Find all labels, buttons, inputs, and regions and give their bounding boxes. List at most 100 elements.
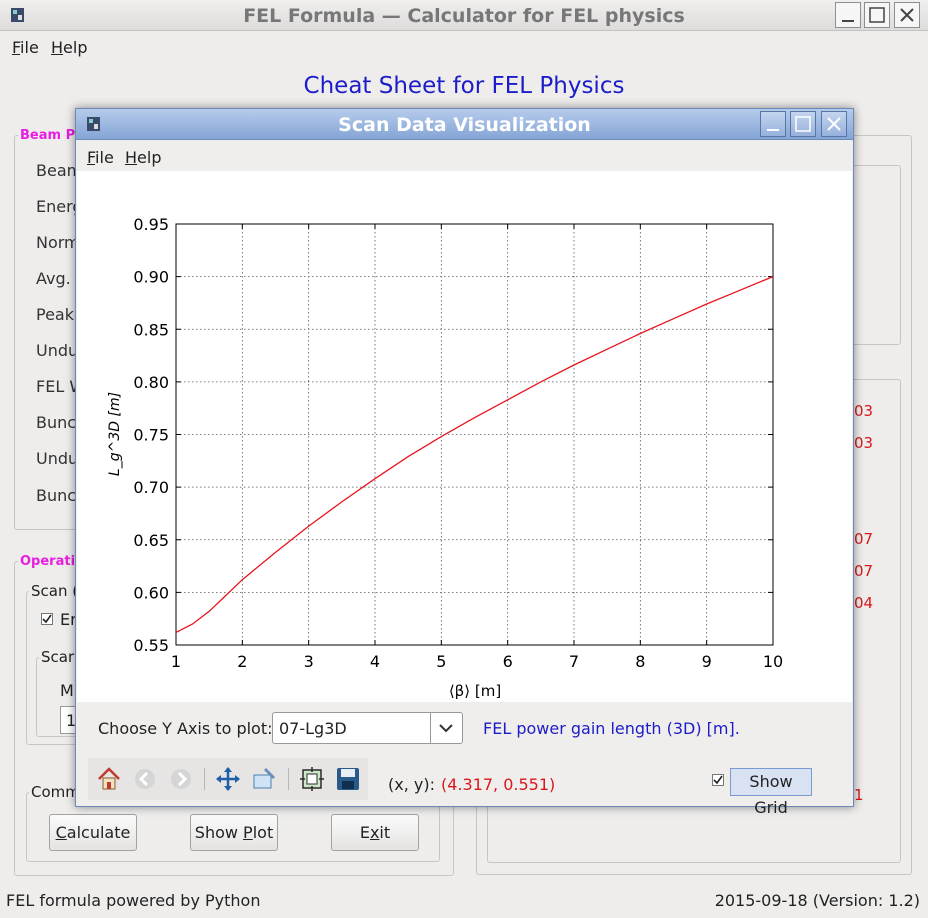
x-tick-label: 3 — [304, 652, 314, 671]
y-tick-label: 0.80 — [133, 373, 169, 392]
dialog-maximize-button[interactable] — [790, 111, 816, 137]
plot-controls: Choose Y Axis to plot: 07-Lg3D FEL power… — [76, 702, 853, 817]
y-tick-label: 0.75 — [133, 426, 169, 445]
calculate-button[interactable]: Calculate — [49, 814, 137, 851]
window-title: FEL Formula — Calculator for FEL physics — [243, 5, 685, 27]
chevron-down-icon[interactable] — [430, 713, 462, 743]
y-tick-label: 0.55 — [133, 636, 169, 655]
exit-button[interactable]: Exit — [331, 814, 419, 851]
m-label: M — [60, 681, 74, 700]
param-label: FEL W — [36, 377, 86, 396]
minimize-icon — [767, 129, 779, 131]
scan-sub-title: Scar — [39, 648, 77, 666]
close-button[interactable] — [894, 2, 920, 28]
x-tick-label: 9 — [702, 652, 712, 671]
zoom-rect-icon[interactable] — [251, 766, 277, 792]
menu-help[interactable]: Help — [51, 38, 88, 57]
param-label: Peak — [36, 305, 74, 324]
result-value: 04 — [854, 594, 874, 612]
minimize-button[interactable] — [835, 2, 861, 28]
status-left: FEL formula powered by Python — [6, 891, 261, 910]
menu-file[interactable]: File — [12, 38, 39, 57]
param-label: Bunc — [36, 413, 77, 432]
result-value: 07 — [854, 562, 874, 580]
x-tick-label: 10 — [763, 652, 783, 671]
pan-icon[interactable] — [215, 766, 241, 792]
param-label: Beam — [36, 161, 83, 180]
toolbar-separator — [204, 768, 205, 790]
result-value: 07 — [854, 530, 874, 548]
x-axis-label: ⟨β⟩ [m] — [449, 682, 501, 700]
dialog-titlebar[interactable]: Scan Data Visualization — [76, 109, 853, 140]
dialog-minimize-button[interactable] — [760, 111, 786, 137]
toolbar-separator — [288, 768, 289, 790]
axis-ticks: 1 2 3 4 5 6 7 8 9 10 0.55 0.60 0.65 0.70 0.75 0.80 0.85 0… — [133, 215, 783, 671]
maximize-icon — [869, 7, 885, 23]
enable-scan-checkbox[interactable] — [41, 613, 53, 625]
show-plot-button[interactable]: Show Plot — [190, 814, 278, 851]
y-tick-label: 0.60 — [133, 583, 169, 602]
forward-icon[interactable] — [168, 766, 194, 792]
main-titlebar[interactable]: FEL Formula — Calculator for FEL physics — [0, 0, 928, 31]
operation-group-title: Operatio — [18, 554, 86, 569]
minimize-icon — [842, 20, 854, 22]
back-icon[interactable] — [132, 766, 158, 792]
param-label: Undu — [36, 341, 79, 360]
choose-y-axis-label: Choose Y Axis to plot: — [98, 719, 273, 738]
plot-toolbar — [88, 758, 368, 800]
maximize-icon — [795, 116, 811, 132]
series-line-lg3d — [175, 275, 774, 633]
app-icon — [11, 8, 24, 22]
x-tick-label: 5 — [436, 652, 446, 671]
param-label: Bunc — [36, 486, 77, 505]
y-tick-label: 0.65 — [133, 531, 169, 550]
m-input-value: 1 — [66, 711, 77, 730]
beam-group-title: Beam Pa — [18, 128, 86, 143]
y-tick-label: 0.85 — [133, 320, 169, 339]
close-icon — [900, 8, 914, 22]
param-label: Norm — [36, 233, 80, 252]
cursor-xy-value: (4.317, 0.551) — [441, 775, 556, 794]
y-tick-label: 0.95 — [133, 215, 169, 234]
show-grid-toggle[interactable]: Show Grid — [730, 768, 812, 817]
y-axis-description: FEL power gain length (3D) [m]. — [483, 719, 740, 738]
param-label: Undu — [36, 449, 79, 468]
plot-canvas[interactable]: 1 2 3 4 5 6 7 8 9 10 0.55 0.60 0.65 0.70 0.75 0.80 0.85 0… — [77, 171, 852, 702]
grid-lines — [176, 224, 773, 645]
result-value: 1 — [854, 786, 864, 804]
y-axis-label: L_g^3D [m] — [107, 392, 123, 476]
app-icon — [87, 117, 100, 131]
home-icon[interactable] — [96, 766, 122, 792]
param-label: Avg. — [36, 269, 71, 288]
checkmark-icon — [713, 775, 723, 785]
y-axis-select-value: 07-Lg3D — [279, 719, 347, 738]
dialog-menubar: File Help — [76, 141, 853, 171]
scan-group-title: Scan ( — [29, 582, 81, 600]
result-value: 03 — [854, 434, 874, 452]
y-tick-label: 0.90 — [133, 268, 169, 287]
enable-scan-label: Er — [60, 610, 77, 629]
y-axis-select[interactable]: 07-Lg3D — [272, 712, 463, 744]
status-right: 2015-09-18 (Version: 1.2) — [714, 891, 920, 910]
line-chart[interactable]: 1 2 3 4 5 6 7 8 9 10 0.55 0.60 0.65 0.70 0.75 0.80 0.85 0… — [77, 171, 852, 702]
dialog-title: Scan Data Visualization — [338, 114, 591, 136]
x-tick-label: 8 — [635, 652, 645, 671]
x-tick-label: 6 — [503, 652, 513, 671]
x-tick-label: 7 — [569, 652, 579, 671]
command-group-title: Comm — [29, 783, 82, 801]
close-icon — [827, 117, 841, 131]
dialog-menu-help[interactable]: Help — [125, 148, 162, 167]
x-tick-label: 1 — [171, 652, 181, 671]
x-tick-label: 4 — [370, 652, 380, 671]
maximize-button[interactable] — [864, 2, 890, 28]
plot-frame — [175, 223, 774, 646]
save-icon[interactable] — [335, 766, 361, 792]
show-grid-checkbox[interactable] — [712, 774, 724, 786]
dialog-close-button[interactable] — [821, 111, 847, 137]
main-menubar: File Help — [0, 31, 928, 61]
dialog-menu-file[interactable]: File — [87, 148, 114, 167]
scan-visualization-dialog: Scan Data Visualization File Help 1 2 3 4 5 6… — [75, 108, 854, 817]
result-value: 03 — [854, 402, 874, 420]
page-title: Cheat Sheet for FEL Physics — [303, 73, 625, 99]
subplots-config-icon[interactable] — [299, 766, 325, 792]
